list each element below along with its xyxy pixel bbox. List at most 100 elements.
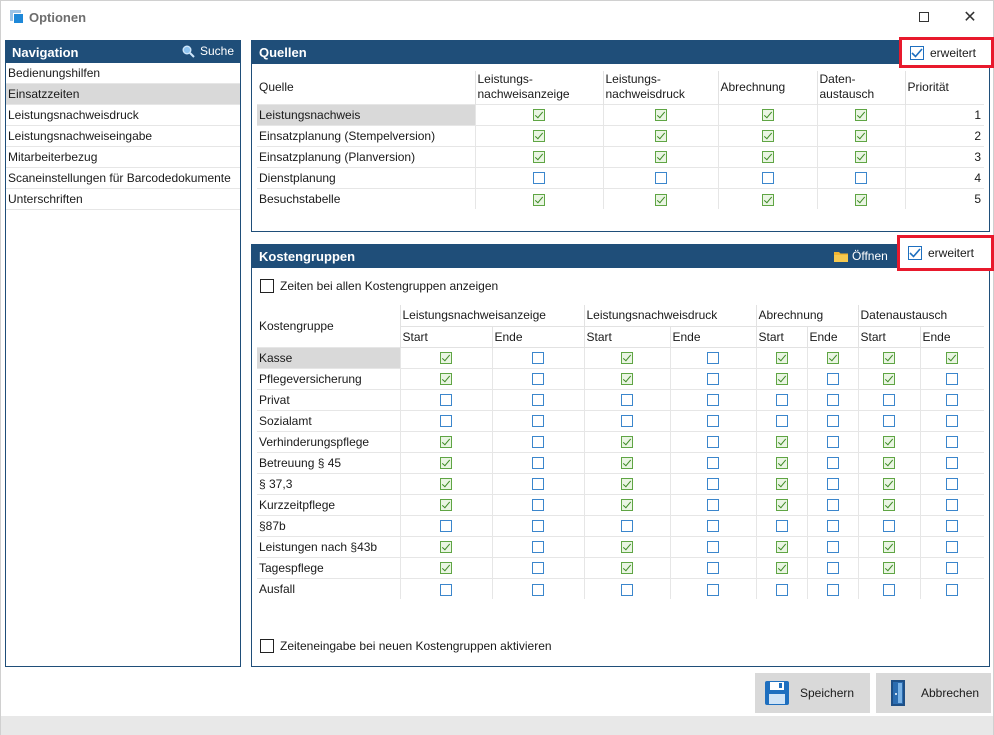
checkbox-unchecked[interactable] [946, 541, 959, 554]
checkbox-unchecked[interactable] [826, 562, 839, 575]
checkbox-unchecked[interactable] [946, 457, 959, 470]
checkbox-unchecked[interactable] [654, 172, 667, 185]
checkbox-checked[interactable] [440, 478, 452, 491]
checkbox-checked[interactable] [775, 499, 788, 512]
nav-item[interactable]: Bedienungshilfen [6, 63, 240, 84]
checkbox-unchecked[interactable] [621, 394, 633, 407]
checkbox-unchecked[interactable] [440, 583, 452, 596]
checkbox-unchecked[interactable] [946, 520, 959, 533]
checkbox-unchecked[interactable] [707, 394, 719, 407]
checkbox-checked[interactable] [440, 499, 452, 512]
checkbox-checked[interactable] [440, 562, 452, 575]
quellen-row[interactable]: Einsatzplanung (Planversion) 3 [257, 145, 984, 167]
quellen-extended-checkbox[interactable] [910, 45, 924, 60]
checkbox-checked[interactable] [761, 193, 774, 206]
checkbox-unchecked[interactable] [707, 415, 719, 428]
checkbox-checked[interactable] [533, 109, 545, 122]
checkbox-unchecked[interactable] [761, 172, 774, 185]
checkbox-checked[interactable] [440, 541, 452, 554]
checkbox-checked[interactable] [621, 541, 633, 554]
checkbox-checked[interactable] [883, 562, 895, 575]
checkbox-unchecked[interactable] [883, 394, 895, 407]
checkbox-checked[interactable] [883, 457, 895, 470]
show-all-times-toggle[interactable]: Zeiten bei allen Kostengruppen anzeigen [260, 279, 498, 293]
kostengruppe-row[interactable]: Betreuung § 45 [257, 451, 985, 473]
checkbox-unchecked[interactable] [946, 499, 959, 512]
kostengruppe-row[interactable]: Kurzzeitpflege [257, 493, 985, 515]
checkbox-unchecked[interactable] [826, 436, 839, 449]
checkbox-checked[interactable] [855, 193, 867, 206]
checkbox-unchecked[interactable] [707, 499, 719, 512]
checkbox-unchecked[interactable] [621, 520, 633, 533]
checkbox-checked[interactable] [621, 499, 633, 512]
checkbox-unchecked[interactable] [775, 394, 788, 407]
checkbox-checked[interactable] [883, 499, 895, 512]
checkbox-unchecked[interactable] [826, 499, 839, 512]
kostengruppe-row[interactable]: §87b [257, 514, 985, 536]
checkbox-checked[interactable] [775, 457, 788, 470]
checkbox-checked[interactable] [775, 541, 788, 554]
activate-new-groups-toggle[interactable]: Zeiteneingabe bei neuen Kostengruppen ak… [260, 639, 552, 653]
priority-value[interactable]: 2 [905, 124, 984, 146]
quellen-extended-toggle[interactable]: erweitert [899, 37, 994, 68]
checkbox-unchecked[interactable] [707, 457, 719, 470]
checkbox-unchecked[interactable] [707, 562, 719, 575]
priority-value[interactable]: 5 [905, 187, 984, 209]
activate-new-groups-checkbox[interactable] [260, 639, 274, 653]
checkbox-unchecked[interactable] [826, 394, 839, 407]
quellen-row[interactable]: Einsatzplanung (Stempelversion) 2 [257, 124, 984, 146]
checkbox-unchecked[interactable] [533, 172, 545, 185]
checkbox-unchecked[interactable] [826, 457, 839, 470]
checkbox-unchecked[interactable] [707, 478, 719, 491]
checkbox-unchecked[interactable] [826, 520, 839, 533]
checkbox-unchecked[interactable] [707, 373, 719, 386]
checkbox-checked[interactable] [946, 352, 959, 365]
nav-item[interactable]: Scaneinstellungen für Barcodedokumente [6, 168, 240, 189]
checkbox-checked[interactable] [621, 457, 633, 470]
checkbox-checked[interactable] [440, 436, 452, 449]
save-button[interactable]: Speichern [755, 673, 870, 713]
checkbox-unchecked[interactable] [532, 457, 544, 470]
checkbox-checked[interactable] [533, 151, 545, 164]
maximize-button[interactable] [901, 1, 947, 33]
checkbox-unchecked[interactable] [532, 373, 544, 386]
checkbox-unchecked[interactable] [532, 499, 544, 512]
checkbox-checked[interactable] [533, 130, 545, 143]
kostengruppe-row[interactable]: Privat [257, 388, 985, 410]
checkbox-checked[interactable] [775, 562, 788, 575]
checkbox-checked[interactable] [621, 436, 633, 449]
cancel-button[interactable]: Abbrechen [876, 673, 991, 713]
checkbox-unchecked[interactable] [440, 394, 452, 407]
checkbox-checked[interactable] [883, 541, 895, 554]
checkbox-checked[interactable] [775, 352, 788, 365]
checkbox-checked[interactable] [654, 130, 667, 143]
priority-value[interactable]: 1 [905, 103, 984, 125]
checkbox-unchecked[interactable] [826, 583, 839, 596]
checkbox-unchecked[interactable] [707, 352, 719, 365]
checkbox-unchecked[interactable] [775, 583, 788, 596]
quellen-row[interactable]: Dienstplanung 4 [257, 166, 984, 188]
kostengruppe-row[interactable]: Ausfall [257, 577, 985, 599]
quellen-row[interactable]: Besuchstabelle 5 [257, 187, 984, 209]
checkbox-unchecked[interactable] [621, 415, 633, 428]
checkbox-checked[interactable] [533, 193, 545, 206]
kostengruppe-row[interactable]: Verhinderungspflege [257, 430, 985, 452]
checkbox-unchecked[interactable] [532, 562, 544, 575]
checkbox-unchecked[interactable] [883, 520, 895, 533]
close-button[interactable]: ✕ [947, 1, 993, 33]
show-all-times-checkbox[interactable] [260, 279, 274, 293]
priority-value[interactable]: 3 [905, 145, 984, 167]
checkbox-unchecked[interactable] [707, 583, 719, 596]
priority-value[interactable]: 4 [905, 166, 984, 188]
checkbox-unchecked[interactable] [946, 373, 959, 386]
checkbox-unchecked[interactable] [532, 583, 544, 596]
checkbox-checked[interactable] [775, 373, 788, 386]
checkbox-unchecked[interactable] [946, 583, 959, 596]
checkbox-unchecked[interactable] [707, 436, 719, 449]
checkbox-checked[interactable] [855, 130, 867, 143]
checkbox-unchecked[interactable] [775, 520, 788, 533]
kostengruppe-row[interactable]: § 37,3 [257, 472, 985, 494]
checkbox-checked[interactable] [826, 352, 839, 365]
checkbox-unchecked[interactable] [946, 562, 959, 575]
search-button[interactable]: Suche [182, 44, 234, 58]
